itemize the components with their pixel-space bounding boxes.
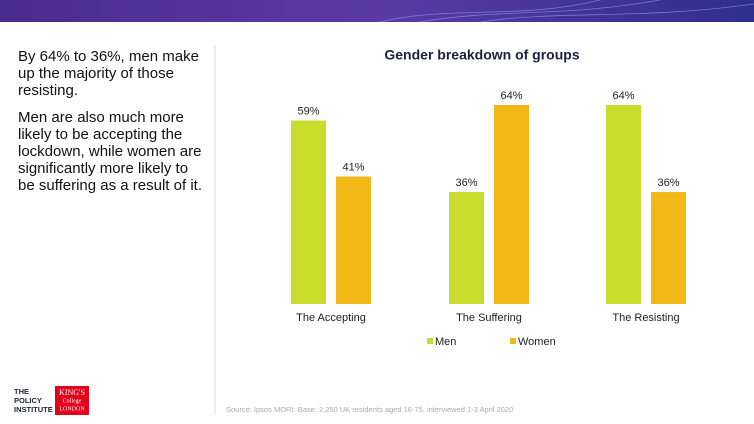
value-label: 64% bbox=[500, 90, 522, 102]
x-tick-label: The Resisting bbox=[612, 312, 679, 324]
x-tick-label: The Accepting bbox=[296, 312, 366, 324]
banner bbox=[0, 0, 754, 22]
logo-text: LONDON bbox=[59, 406, 85, 412]
bar bbox=[651, 192, 686, 304]
logo-text: INSTITUTE bbox=[14, 405, 53, 414]
source: Source: Ipsos MORI: Base: 2,250 UK resid… bbox=[226, 405, 513, 414]
logo-text: College bbox=[63, 398, 82, 404]
legend-swatch bbox=[427, 338, 433, 344]
logo-text: KING'S bbox=[59, 388, 85, 397]
value-label: 36% bbox=[455, 177, 477, 189]
logo-text: THE bbox=[14, 387, 29, 396]
logo-text: POLICY bbox=[14, 396, 42, 405]
bar bbox=[336, 176, 371, 304]
paragraph: Men are also much more likely to be acce… bbox=[18, 109, 202, 194]
legend-label: Women bbox=[518, 336, 556, 348]
value-label: 41% bbox=[342, 161, 364, 173]
logo-box bbox=[55, 386, 89, 415]
value-label: 64% bbox=[612, 90, 634, 102]
banner-lines bbox=[379, 0, 754, 23]
x-tick-label: The Suffering bbox=[456, 312, 522, 324]
paragraph: By 64% to 36%, men make up the majority … bbox=[18, 48, 199, 99]
chart-title: Gender breakdown of groups bbox=[384, 47, 579, 63]
legend-label: Men bbox=[435, 336, 456, 348]
value-label: 59% bbox=[297, 105, 319, 117]
bar bbox=[494, 105, 529, 304]
bar bbox=[449, 192, 484, 304]
bar bbox=[606, 105, 641, 304]
value-label: 36% bbox=[657, 177, 679, 189]
bar bbox=[291, 120, 326, 304]
legend-swatch bbox=[510, 338, 516, 344]
